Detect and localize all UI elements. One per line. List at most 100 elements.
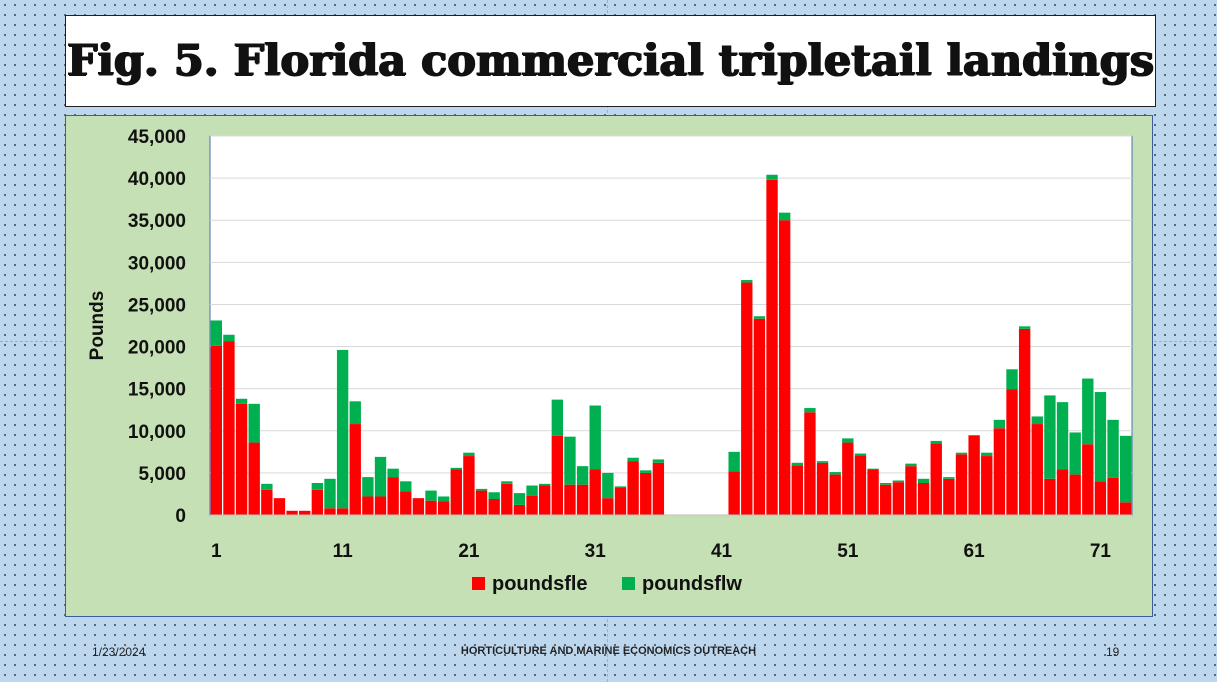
bar-poundsflw	[880, 482, 892, 485]
bar-poundsfle	[842, 442, 854, 515]
legend-poundsflw-label: poundsflw	[642, 573, 742, 595]
y-tick-label: 20,000	[128, 338, 186, 359]
bar-poundsfle	[602, 498, 614, 515]
x-tick-label: 61	[964, 541, 986, 562]
bar-poundsfle	[993, 428, 1006, 515]
bar-poundsfle	[917, 482, 930, 515]
bar-poundsfle	[905, 466, 917, 515]
bar-poundsflw	[235, 398, 248, 404]
bar-poundsflw	[400, 481, 412, 492]
bar-chart: 0 5,000 10,000 15,000 20,000 25,000 30,000 35,0…	[87, 127, 1133, 595]
bar-poundsfle	[425, 500, 437, 515]
bar-poundsflw	[210, 320, 222, 346]
bar-poundsflw	[362, 477, 374, 497]
bar-poundsflw	[437, 496, 450, 502]
bar-poundsflw	[917, 478, 930, 483]
bar-poundsfle	[1094, 481, 1107, 515]
bar-poundsflw	[1094, 392, 1107, 482]
bar-poundsflw	[261, 483, 273, 490]
bar-poundsfle	[1031, 424, 1043, 515]
bar-poundsfle	[437, 501, 450, 515]
bar-poundsflw	[766, 174, 778, 180]
y-tick-label: 45,000	[128, 127, 186, 148]
bar-poundsfle	[463, 456, 475, 515]
bar-poundsflw	[1082, 378, 1094, 445]
legend-poundsfle-label: poundsfle	[492, 573, 588, 595]
bar-poundsfle	[324, 508, 336, 515]
bar-poundsflw	[905, 463, 917, 467]
bar-poundsflw	[753, 316, 766, 319]
bar-poundsfle	[349, 424, 361, 515]
x-tick-label: 21	[458, 541, 480, 562]
bar-poundsfle	[564, 484, 576, 515]
bar-poundsflw	[551, 399, 564, 436]
bar-poundsfle	[968, 435, 980, 515]
bar-poundsfle	[753, 318, 766, 515]
bar-poundsflw	[602, 472, 614, 499]
bar-poundsflw	[463, 452, 475, 457]
bar-poundsflw	[1018, 326, 1031, 329]
bar-poundsfle	[1056, 469, 1069, 515]
bar-poundsfle	[943, 478, 955, 515]
x-tick-label: 41	[711, 541, 733, 562]
page-number: 19	[1106, 645, 1120, 659]
bar-poundsfle	[741, 282, 753, 515]
bar-poundsfle	[501, 483, 513, 515]
y-tick-label: 35,000	[128, 211, 186, 232]
bar-poundsfle	[539, 485, 551, 515]
bar-poundsflw	[791, 462, 803, 466]
bar-poundsflw	[627, 457, 639, 462]
bar-poundsflw	[488, 492, 500, 499]
title-box[interactable]: Fig. 5. Florida commercial tripletail la…	[65, 15, 1156, 107]
bar-poundsfle	[374, 496, 387, 515]
bar-poundsfle	[1082, 444, 1094, 515]
slide-title: Fig. 5. Florida commercial tripletail la…	[66, 36, 1155, 86]
bar-poundsfle	[513, 504, 526, 515]
bar-poundsflw	[640, 470, 652, 473]
bar-poundsfle	[261, 489, 273, 515]
bar-poundsflw	[526, 485, 538, 496]
bar-poundsflw	[741, 280, 753, 283]
bar-poundsflw	[1120, 435, 1132, 503]
bar-poundsflw	[501, 481, 513, 484]
bar-poundsflw	[311, 482, 324, 490]
bar-poundsflw	[1006, 369, 1018, 390]
bar-poundsflw	[1031, 416, 1043, 425]
bar-poundsfle	[1044, 478, 1056, 515]
bar-poundsflw	[854, 453, 867, 456]
bar-poundsfle	[273, 498, 286, 515]
bar-poundsflw	[425, 490, 437, 501]
bar-poundsflw	[374, 456, 387, 497]
legend-poundsfle-swatch	[472, 577, 485, 590]
bar-poundsflw	[842, 438, 854, 443]
bar-poundsflw	[930, 440, 942, 444]
bar-poundsflw	[1069, 432, 1081, 475]
y-tick-label: 5,000	[138, 464, 186, 485]
bar-poundsflw	[804, 408, 816, 413]
bar-poundsfle	[400, 491, 412, 515]
bar-poundsfle	[652, 462, 665, 515]
chart-area[interactable]: 0 5,000 10,000 15,000 20,000 25,000 30,000 35,0…	[65, 115, 1153, 617]
bar-poundsflw	[513, 493, 526, 505]
bar-poundsfle	[955, 454, 968, 515]
y-tick-label: 0	[175, 506, 186, 527]
bar-poundsflw	[955, 452, 968, 455]
bar-poundsflw	[943, 477, 955, 479]
bar-poundsfle	[488, 498, 500, 515]
bar-poundsflw	[867, 468, 879, 470]
bar-poundsflw	[539, 483, 551, 486]
bar-poundsfle	[387, 477, 399, 515]
bar-poundsfle	[526, 495, 538, 515]
y-tick-label: 30,000	[128, 253, 186, 274]
footer-organization: HORTICULTURE AND MARINE ECONOMICS OUTREA…	[460, 645, 757, 657]
bar-poundsflw	[728, 451, 740, 472]
bar-poundsfle	[892, 482, 905, 515]
bar-poundsfle	[816, 462, 829, 515]
bar-poundsflw	[564, 436, 576, 485]
bar-poundsflw	[248, 403, 260, 443]
bar-poundsfle	[766, 179, 778, 515]
bar-poundsfle	[286, 510, 298, 515]
bar-poundsfle	[475, 490, 488, 515]
bar-poundsfle	[576, 484, 589, 515]
bar-poundsfle	[299, 510, 311, 515]
